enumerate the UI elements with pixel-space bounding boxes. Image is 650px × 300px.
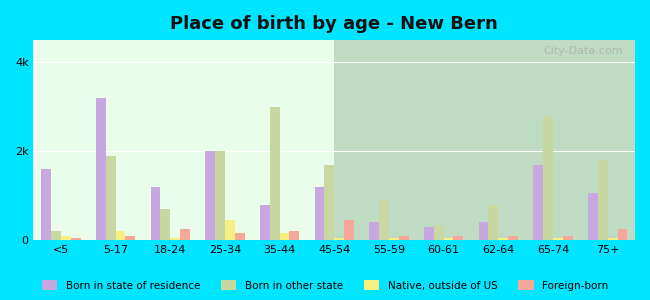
Bar (618, 229, 627, 240)
Bar (71, 238, 81, 240)
Bar (443, 238, 454, 240)
Text: City-Data.com: City-Data.com (543, 46, 623, 56)
Bar (334, 238, 344, 240)
Bar (533, 165, 543, 240)
Bar (398, 236, 409, 240)
Bar (344, 220, 354, 240)
Bar (270, 107, 280, 240)
Bar (424, 227, 434, 240)
Bar (235, 233, 244, 240)
Bar (508, 236, 518, 240)
Bar (499, 238, 508, 240)
Bar (608, 238, 617, 240)
Bar (488, 205, 499, 240)
Bar (379, 200, 389, 240)
Bar (478, 222, 488, 240)
Bar (106, 156, 116, 240)
Bar (324, 165, 334, 240)
Title: Place of birth by age - New Bern: Place of birth by age - New Bern (170, 15, 498, 33)
Bar (260, 205, 270, 240)
Bar (215, 151, 225, 240)
Bar (543, 116, 553, 240)
Bar (454, 236, 463, 240)
Bar (180, 229, 190, 240)
Bar (61, 236, 71, 240)
Bar (170, 238, 180, 240)
Bar (389, 238, 398, 240)
Bar (369, 222, 379, 240)
Bar (161, 209, 170, 240)
Bar (51, 231, 61, 240)
Bar (96, 98, 106, 240)
Bar (434, 225, 443, 240)
Bar (563, 236, 573, 240)
Bar (116, 231, 125, 240)
Bar (125, 236, 135, 240)
Bar (553, 238, 563, 240)
Bar (151, 187, 161, 240)
Bar (280, 233, 289, 240)
Bar (315, 187, 324, 240)
Bar (225, 220, 235, 240)
Bar (588, 194, 598, 240)
Bar (598, 160, 608, 240)
Bar (289, 231, 299, 240)
Bar (205, 151, 215, 240)
Bar (41, 169, 51, 240)
Legend: Born in state of residence, Born in other state, Native, outside of US, Foreign-: Born in state of residence, Born in othe… (38, 276, 612, 295)
